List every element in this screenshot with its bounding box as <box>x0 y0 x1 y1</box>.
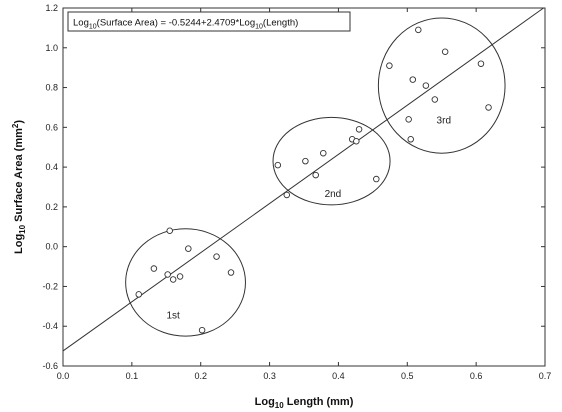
cluster-label-3rd: 3rd <box>437 115 451 126</box>
x-tick-label: 0.0 <box>57 371 70 381</box>
y-tick-label: -0.2 <box>42 281 58 291</box>
plot-area <box>62 7 546 367</box>
data-point <box>441 48 449 56</box>
data-point <box>176 273 184 280</box>
data-point <box>283 191 291 199</box>
x-tick-label: 0.4 <box>332 371 345 381</box>
x-tick-label: 0.1 <box>126 371 139 381</box>
y-tick-label: 0.8 <box>45 83 58 93</box>
y-tick-label: 0.4 <box>45 162 58 172</box>
data-point <box>227 269 235 276</box>
data-point <box>150 265 158 272</box>
data-point <box>477 60 485 67</box>
regression-line <box>62 7 544 352</box>
data-point <box>312 171 319 179</box>
data-points <box>135 26 492 334</box>
data-point <box>274 161 282 169</box>
axis-ticks: 0.0 0.1 0.2 0.3 0.4 0.5 0.6 0.7 -0.6 -0.4 -0.2 0.0 0… <box>42 3 551 381</box>
data-point <box>415 26 422 34</box>
data-point <box>373 175 380 183</box>
data-point <box>164 271 171 278</box>
data-point <box>407 136 414 143</box>
data-point <box>409 76 417 83</box>
x-tick-label: 0.6 <box>470 371 483 381</box>
equation-legend: Log10(Surface Area) = -0.5244+2.4709*Log… <box>67 11 351 32</box>
y-tick-label: -0.6 <box>42 361 58 371</box>
data-point <box>198 326 206 334</box>
y-tick-label: -0.4 <box>42 321 58 331</box>
data-point <box>185 245 192 252</box>
data-point <box>386 62 393 69</box>
cluster-label-2nd: 2nd <box>325 189 342 200</box>
cluster-ellipse-1st <box>125 228 246 337</box>
data-point <box>485 104 492 111</box>
data-point <box>135 291 142 298</box>
x-axis-title: Log10 Length (mm) <box>255 396 354 410</box>
x-tick-label: 0.2 <box>194 371 207 381</box>
x-tick-label: 0.7 <box>539 371 552 381</box>
data-point <box>353 138 360 145</box>
data-point <box>166 227 173 235</box>
data-point <box>213 253 220 260</box>
y-tick-label: 0.2 <box>45 202 58 212</box>
data-point <box>422 82 430 89</box>
data-point <box>431 96 439 103</box>
data-point <box>320 149 327 157</box>
equation-text: Log10(Surface Area) = -0.5244+2.4709*Log… <box>73 18 298 31</box>
y-tick-label: 0.6 <box>45 122 58 132</box>
y-tick-label: 1.0 <box>45 43 58 53</box>
equation-box <box>67 11 351 32</box>
cluster-ellipse-2nd <box>272 116 391 206</box>
x-tick-label: 0.5 <box>401 371 414 381</box>
y-tick-label: 1.2 <box>45 3 58 13</box>
data-point <box>169 276 177 283</box>
data-point <box>302 157 309 165</box>
data-point <box>405 116 412 123</box>
cluster-label-1st: 1st <box>166 310 180 321</box>
x-tick-label: 0.3 <box>263 371 276 381</box>
y-axis-title: Log10 Surface Area (mm2) <box>11 120 27 254</box>
y-tick-label: 0.0 <box>45 242 58 252</box>
data-point <box>355 126 363 133</box>
cluster-ellipse-3rd <box>377 17 506 154</box>
cluster-ellipses: 1st 2nd 3rd <box>125 17 506 337</box>
